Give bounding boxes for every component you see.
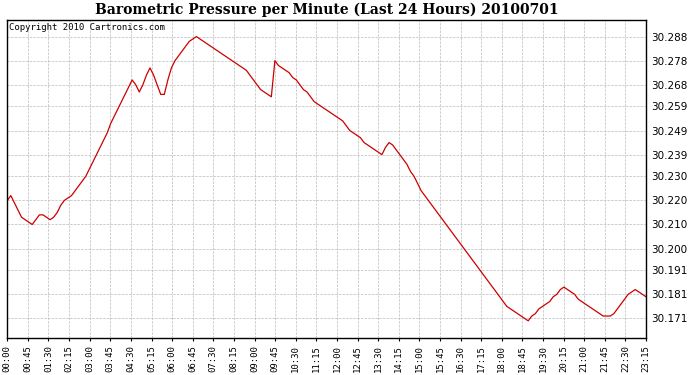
Text: Copyright 2010 Cartronics.com: Copyright 2010 Cartronics.com: [8, 23, 164, 32]
Title: Barometric Pressure per Minute (Last 24 Hours) 20100701: Barometric Pressure per Minute (Last 24 …: [95, 3, 558, 17]
